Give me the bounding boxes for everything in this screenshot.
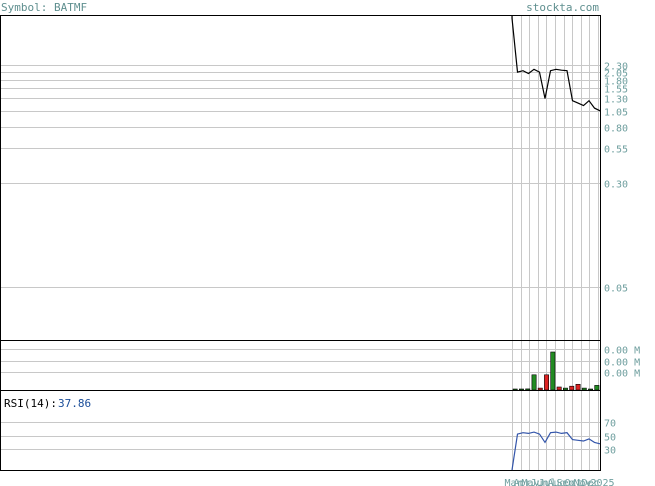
rsi-tick-label: 30 [604,446,616,457]
volume-bar [512,388,518,391]
volume-bar [550,351,556,391]
volume-bar [525,388,531,391]
volume-bar [575,383,581,391]
volume-bar [569,385,575,391]
volume-gridlines [0,349,600,373]
volume-bar [594,385,600,391]
price-axis-ticks: 2.302.051.801.551.30 1.05 0.80 0.55 0.30 0.05 [604,62,628,295]
rsi-value: 37.86 [58,397,91,410]
rsi-panel: 70 50 30 RSI(14): 37.86 [0,390,616,471]
volume-bar [537,387,543,391]
site-label: stockta.com [526,1,599,14]
volume-axis-ticks: 0.00 M0.00 M0.00 M [604,346,640,380]
price-tick-label: 1.30 [604,95,628,106]
date-tick-label: Nov [574,478,592,486]
price-tick-label: 0.55 [604,145,628,156]
price-panel: 2.302.051.801.551.30 1.05 0.80 0.55 0.30 0.05 [0,15,628,470]
rsi-panel-frame [0,390,601,471]
volume-bar [588,388,594,391]
date-tick-label: Jun [531,478,549,486]
price-tick-label: 1.05 [604,108,628,119]
date-tick-label: Apr [514,478,532,486]
rsi-axis-ticks: 70 50 30 [604,419,616,457]
date-tick-label: Sep [557,478,575,486]
rsi-gridlines [0,422,600,450]
price-panel-frame [0,15,601,341]
volume-bar [562,387,568,391]
price-tick-label: 2.05 [604,69,628,80]
rsi-tick-label: 70 [604,419,616,430]
volume-tick-label: 0.00 M [604,358,640,369]
volume-panel-frame [0,340,601,391]
price-tick-label: 1.80 [604,77,628,88]
volume-tick-label: 0.00 M [604,346,640,357]
price-tick-label: 0.30 [604,180,628,191]
date-tick-label: Oct [565,478,583,486]
volume-bar [531,374,537,391]
rsi-line [511,431,601,471]
symbol-label: Symbol: BATMF [1,1,87,14]
price-tick-label: 2.30 [604,62,628,73]
price-line [511,15,601,112]
date-gridlines [512,15,599,470]
date-tick-label: May [522,478,540,486]
volume-bar [518,388,524,391]
date-tick-label: Dec [582,478,600,486]
volume-tick-label: 0.00 M [604,369,640,380]
date-tick-label: Aug [548,478,566,486]
rsi-label: RSI(14): [4,397,57,410]
price-gridlines [0,65,600,288]
date-tick-label: Jul [539,478,557,486]
date-tick-label: 2025 [591,478,615,486]
volume-bar [556,386,562,391]
price-tick-label: 1.55 [604,85,628,96]
rsi-tick-label: 50 [604,433,616,444]
price-tick-label: 0.05 [604,284,628,295]
volume-panel: 0.00 M0.00 M0.00 M [0,340,640,391]
volume-bar [581,387,587,391]
volume-bar [544,374,550,391]
price-tick-label: 0.80 [604,124,628,135]
date-tick-label: Mar [505,478,523,486]
